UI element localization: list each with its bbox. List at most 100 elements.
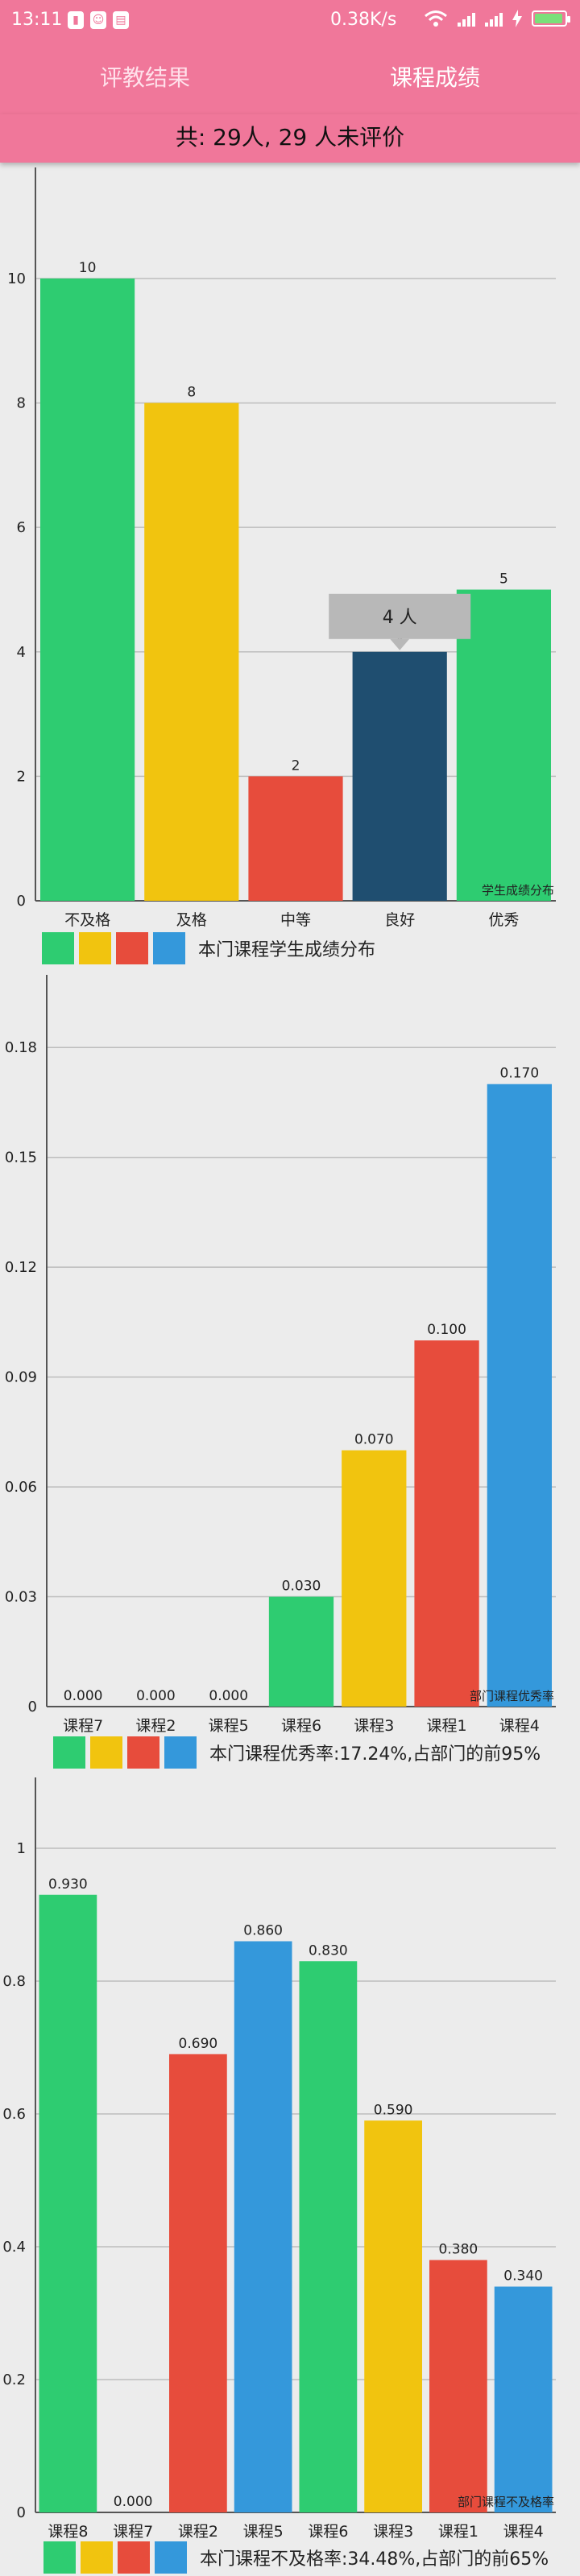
summary-text: 共: 29人, 29 人未评价 bbox=[0, 114, 580, 163]
chart-description: 学生成绩分布 bbox=[482, 883, 554, 898]
chart-plot: 024681010不及格8及格2中等4良好5优秀学生成绩分布4 人 bbox=[7, 167, 556, 929]
grade-distribution-chart-svg: 024681010不及格8及格2中等4良好5优秀学生成绩分布4 人 bbox=[7, 167, 556, 929]
x-tick-label: 课程2 bbox=[135, 1717, 176, 1735]
legend-swatch bbox=[42, 932, 74, 964]
bar-value-label: 0.170 bbox=[500, 1066, 540, 1082]
battery-icon bbox=[532, 10, 570, 27]
y-tick-label: 0.15 bbox=[5, 1150, 37, 1166]
status-bar: 13:11 ▮ ☺ ▤ 0.38K/s bbox=[0, 0, 580, 42]
legend-swatch bbox=[90, 1736, 122, 1769]
legend-label: 本门课程优秀率:17.24%,占部门的前95% bbox=[209, 1744, 541, 1765]
bar-value-label: 0.000 bbox=[209, 1688, 248, 1704]
x-tick-label: 课程7 bbox=[63, 1717, 103, 1735]
x-tick-label: 课程2 bbox=[178, 2523, 218, 2541]
x-tick-label: 课程6 bbox=[308, 2523, 348, 2541]
legend-swatch bbox=[127, 1736, 160, 1769]
bar-value-label: 0.690 bbox=[179, 2036, 218, 2052]
y-tick-label: 0 bbox=[17, 2504, 26, 2521]
bar bbox=[299, 1961, 358, 2512]
bar-value-label: 0.590 bbox=[374, 2102, 413, 2118]
fail-rate-chart-svg: 0 0.2 0.4 0.6 0.8 1 0.930 课程8 0.000 课程7 0.690 课程2 0.… bbox=[2, 1777, 556, 2541]
x-tick-label: 优秀 bbox=[488, 911, 519, 929]
excellence-rate-legend: 本门课程优秀率:17.24%,占部门的前95% bbox=[53, 1736, 541, 1769]
wifi-icon bbox=[425, 10, 447, 27]
bar-value-label: 0.380 bbox=[439, 2242, 478, 2258]
chart-plot: 0 0.03 0.06 0.09 0.12 0.15 0.18 0.000 课程7 0.000 课程… bbox=[5, 975, 556, 1735]
bar bbox=[39, 1894, 97, 2512]
bar-value-label: 0.070 bbox=[354, 1432, 394, 1448]
chart-plot: 0 0.2 0.4 0.6 0.8 1 0.930 课程8 0.000 课程7 0.690 课程2 0.… bbox=[2, 1777, 556, 2541]
excellence-rate-chart: 0 0.03 0.06 0.09 0.12 0.15 0.18 0.000 课程7 0.000 课程… bbox=[0, 972, 580, 1777]
fail-rate-legend: 本门课程不及格率:34.48%,占部门的前65% bbox=[44, 2541, 549, 2574]
bar bbox=[429, 2260, 487, 2512]
legend-label: 本门课程不及格率:34.48%,占部门的前65% bbox=[200, 2549, 549, 2570]
bar-value-label: 0.860 bbox=[243, 1923, 283, 1939]
tab-evaluation-results[interactable]: 评教结果 bbox=[99, 64, 190, 91]
y-tick-label: 0.2 bbox=[2, 2372, 26, 2388]
qq-icon: ☺ bbox=[90, 11, 106, 29]
legend-swatch bbox=[164, 1736, 197, 1769]
bar bbox=[352, 651, 447, 901]
y-tick-label: 0.8 bbox=[2, 1973, 26, 1990]
bar-value-label: 0.930 bbox=[48, 1876, 88, 1893]
notification-icons: ▮ ☺ ▤ bbox=[68, 11, 129, 29]
x-tick-label: 课程5 bbox=[209, 1717, 249, 1735]
printer-icon: ▤ bbox=[113, 11, 129, 29]
x-tick-label: 课程1 bbox=[438, 2523, 478, 2541]
fail-rate-chart: 0 0.2 0.4 0.6 0.8 1 0.930 课程8 0.000 课程7 0.690 课程2 0.… bbox=[0, 1777, 580, 2576]
bar-value-label: 5 bbox=[499, 571, 508, 587]
y-tick-label: 0.18 bbox=[5, 1039, 37, 1056]
x-tick-label: 课程1 bbox=[427, 1717, 467, 1735]
tab-course-grades[interactable]: 课程成绩 bbox=[389, 64, 480, 91]
bar-value-label: 0.000 bbox=[136, 1688, 176, 1704]
y-tick-label: 0.12 bbox=[5, 1259, 37, 1276]
x-tick-label: 课程4 bbox=[503, 2523, 544, 2541]
bar bbox=[456, 589, 551, 901]
bar-value-label: 0.830 bbox=[309, 1942, 348, 1959]
y-tick-label: 2 bbox=[17, 768, 26, 785]
x-tick-label: 课程8 bbox=[48, 2523, 88, 2541]
battery-status-icon: ▮ bbox=[68, 11, 84, 29]
bar bbox=[169, 2054, 227, 2512]
grade-distribution-chart: 024681010不及格8及格2中等4良好5优秀学生成绩分布4 人 本门课程学生… bbox=[0, 163, 580, 972]
charging-icon bbox=[512, 10, 522, 27]
bar bbox=[40, 278, 135, 901]
network-speed: 0.38K/s bbox=[330, 10, 397, 30]
bar bbox=[144, 402, 239, 902]
x-tick-label: 课程7 bbox=[113, 2523, 153, 2541]
chart-description: 部门课程优秀率 bbox=[470, 1689, 554, 1703]
tooltip-pointer bbox=[390, 638, 410, 650]
x-tick-label: 课程3 bbox=[373, 2523, 413, 2541]
y-tick-label: 0.6 bbox=[2, 2106, 26, 2123]
bar-value-label: 2 bbox=[292, 758, 300, 774]
tooltip-text: 4 人 bbox=[383, 608, 417, 628]
bar-value-label: 0.340 bbox=[503, 2268, 543, 2285]
bar bbox=[364, 2120, 422, 2512]
y-tick-label: 0.4 bbox=[2, 2239, 26, 2256]
bar-value-label: 8 bbox=[187, 385, 196, 401]
x-tick-label: 及格 bbox=[176, 911, 207, 929]
legend-swatch bbox=[53, 1736, 85, 1769]
x-tick-label: 课程6 bbox=[281, 1717, 321, 1735]
tooltip-box bbox=[329, 593, 471, 639]
legend-swatch bbox=[44, 2541, 76, 2574]
y-tick-label: 6 bbox=[17, 519, 26, 536]
y-tick-label: 0.03 bbox=[5, 1589, 37, 1606]
y-tick-label: 0 bbox=[28, 1699, 37, 1715]
x-tick-label: 课程4 bbox=[499, 1717, 540, 1735]
x-tick-label: 不及格 bbox=[64, 911, 110, 929]
bar-value-label: 0.030 bbox=[282, 1579, 321, 1595]
legend-swatch bbox=[116, 932, 148, 964]
y-tick-label: 8 bbox=[17, 395, 26, 412]
grade-distribution-legend: 本门课程学生成绩分布 bbox=[42, 932, 375, 964]
legend-label: 本门课程学生成绩分布 bbox=[198, 940, 376, 960]
bar bbox=[487, 1084, 552, 1707]
bar bbox=[268, 1596, 334, 1707]
bar bbox=[414, 1340, 479, 1707]
legend-swatch bbox=[155, 2541, 187, 2574]
bar bbox=[234, 1941, 292, 2512]
legend-swatch bbox=[81, 2541, 113, 2574]
legend-swatch bbox=[79, 932, 111, 964]
bar bbox=[342, 1450, 407, 1707]
x-tick-label: 课程3 bbox=[354, 1717, 394, 1735]
